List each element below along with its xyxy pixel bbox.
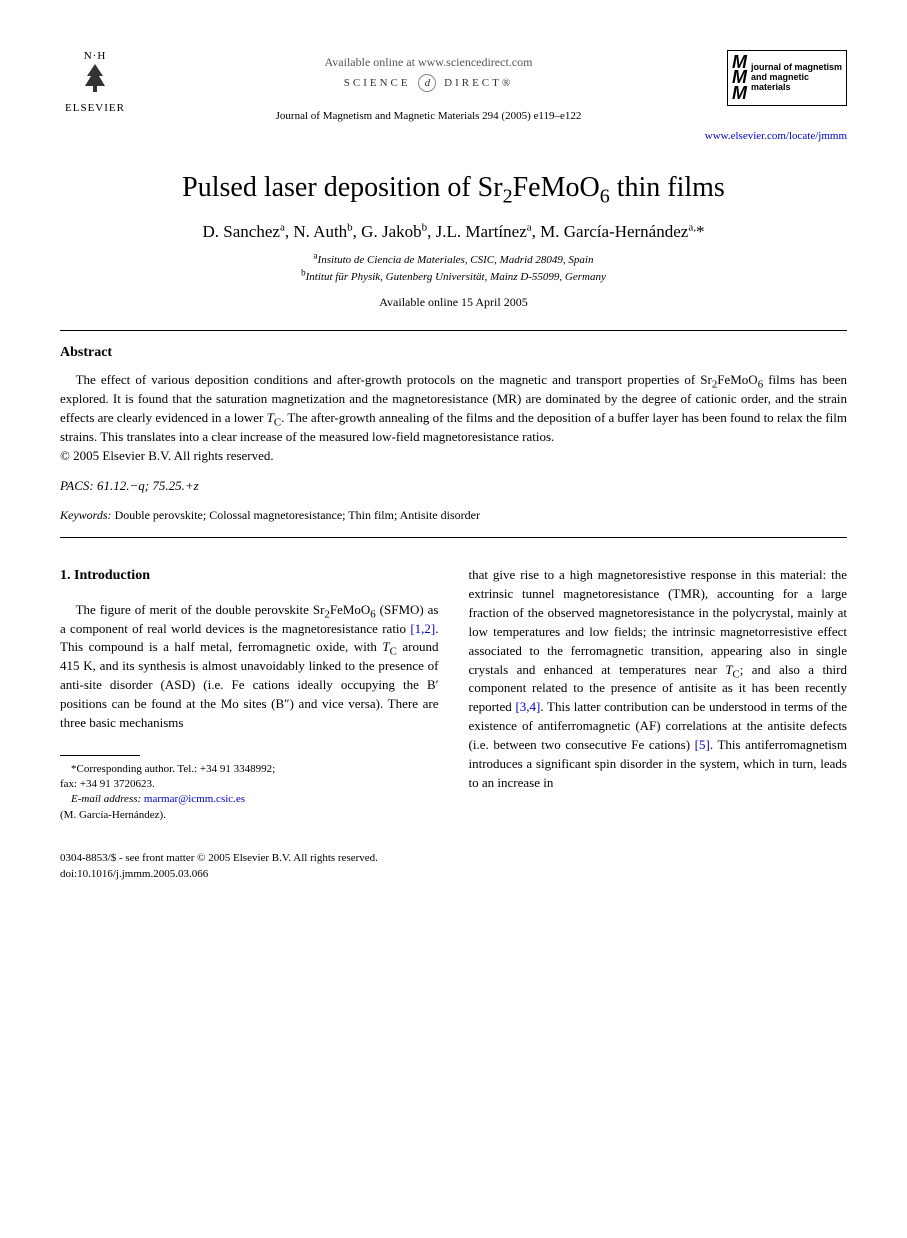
footnote-rule (60, 755, 140, 756)
authors: D. Sancheza, N. Authb, G. Jakobb, J.L. M… (60, 222, 847, 242)
pacs-label: PACS: (60, 478, 94, 493)
footer-line2: doi:10.1016/j.jmmm.2005.03.066 (60, 867, 847, 882)
journal-logo: MMM journal of magnetism and magnetic ma… (727, 50, 847, 106)
footer-line1: 0304-8853/$ - see front matter © 2005 El… (60, 851, 847, 866)
journal-title-small: journal of magnetism and magnetic materi… (751, 63, 842, 93)
body-columns: 1. Introduction The figure of merit of t… (60, 566, 847, 823)
email-address[interactable]: marmar@icmm.csic.es (144, 793, 245, 805)
corr-email-line: E-mail address: marmar@icmm.csic.es (60, 792, 439, 807)
publisher-tree-icon (60, 62, 130, 100)
journal-mmm-icon: MMM (732, 55, 747, 101)
abstract-label: Abstract (60, 345, 847, 361)
column-left: 1. Introduction The figure of merit of t… (60, 566, 439, 823)
intro-para-left: The figure of merit of the double perovs… (60, 601, 439, 733)
keywords: Keywords: Double perovskite; Colossal ma… (60, 508, 847, 523)
keywords-label: Keywords: (60, 508, 112, 522)
affiliation-a: aInsituto de Ciencia de Materiales, CSIC… (60, 252, 847, 269)
affiliation-b: bIntitut für Physik, Gutenberg Universit… (60, 269, 847, 286)
sd-left: SCIENCE (344, 77, 411, 89)
corr-line1: *Corresponding author. Tel.: +34 91 3348… (60, 762, 439, 777)
page-header: N·H ELSEVIER Available online at www.sci… (60, 50, 847, 122)
corr-line2: fax: +34 91 3720623. (60, 777, 439, 792)
keywords-value: Double perovskite; Colossal magnetoresis… (115, 508, 480, 522)
article-title: Pulsed laser deposition of Sr2FeMoO6 thi… (60, 172, 847, 204)
abstract-copyright: © 2005 Elsevier B.V. All rights reserved… (60, 448, 847, 464)
locate-link[interactable]: www.elsevier.com/locate/jmmm (60, 130, 847, 142)
sd-right: DIRECT® (444, 77, 513, 89)
column-right: that give rise to a high magnetoresistiv… (469, 566, 848, 823)
available-date: Available online 15 April 2005 (60, 295, 847, 310)
intro-para-right: that give rise to a high magnetoresistiv… (469, 566, 848, 792)
rule-bottom (60, 537, 847, 538)
abstract-text: The effect of various deposition conditi… (60, 371, 847, 446)
email-label: E-mail address: (71, 793, 141, 805)
corresponding-footnote: *Corresponding author. Tel.: +34 91 3348… (60, 762, 439, 824)
journal-logo-block: MMM journal of magnetism and magnetic ma… (727, 50, 847, 106)
footer-note: 0304-8853/$ - see front matter © 2005 El… (60, 851, 847, 882)
publisher-nh: N·H (60, 50, 130, 62)
affiliations: aInsituto de Ciencia de Materiales, CSIC… (60, 252, 847, 285)
corr-person: (M. García-Hernández). (60, 808, 439, 823)
pacs: PACS: 61.12.−q; 75.25.+z (60, 478, 847, 494)
sd-at-icon: d (418, 74, 436, 92)
sciencedirect-logo: SCIENCE d DIRECT® (130, 74, 727, 92)
rule-top (60, 330, 847, 331)
center-header: Available online at www.sciencedirect.co… (130, 50, 727, 122)
publisher-name: ELSEVIER (60, 102, 130, 114)
section-heading: 1. Introduction (60, 566, 439, 586)
journal-citation: Journal of Magnetism and Magnetic Materi… (130, 110, 727, 122)
available-online-text: Available online at www.sciencedirect.co… (130, 55, 727, 70)
pacs-value: 61.12.−q; 75.25.+z (97, 478, 199, 493)
publisher-logo: N·H ELSEVIER (60, 50, 130, 114)
